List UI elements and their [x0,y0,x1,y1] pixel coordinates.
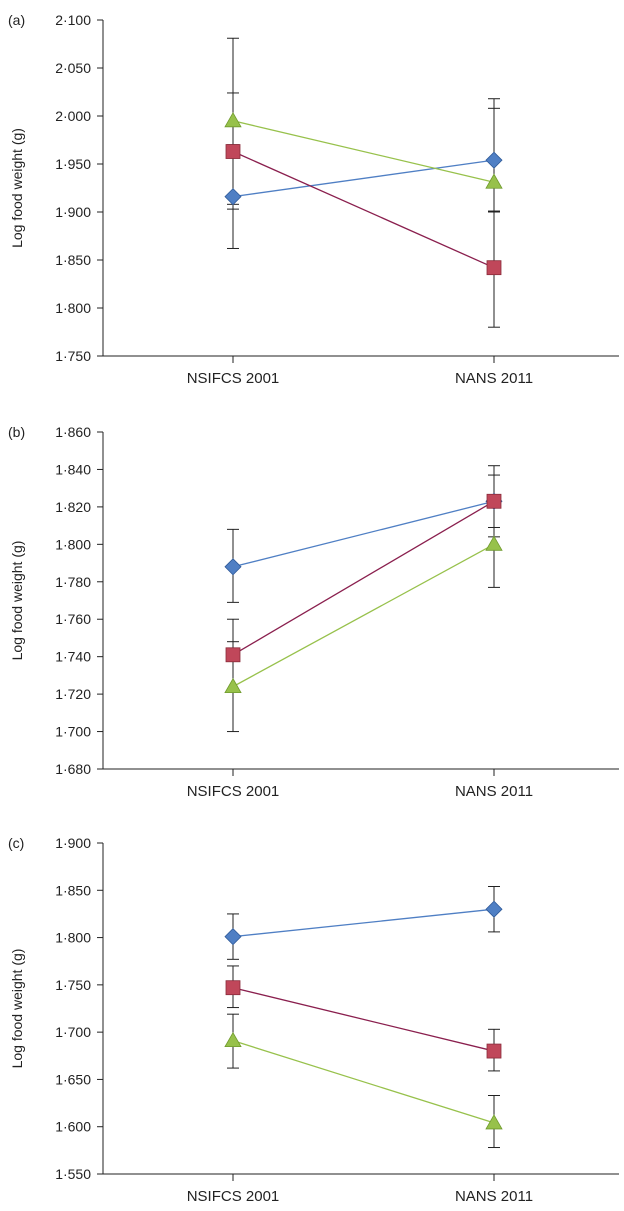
panel-2-series-triangle-point [485,535,503,551]
panel-1-series-square-point [225,144,241,159]
panel-1-y-tick-label: 1·850 [55,252,91,268]
panel-3-series-triangle-line [232,1040,495,1124]
panel-1-x-category-label: NANS 2011 [455,370,533,387]
panel-3-y-tick-label: 1·850 [55,882,91,898]
panel-3-series-square-point [225,980,241,996]
panel-2-series-diamond-line [232,500,495,568]
panel-1-series-square-point [486,260,502,276]
panel-1-y-tick-label: 2·000 [55,108,91,124]
panel-2-x-category-label: NSIFCS 2001 [187,783,280,800]
panel-3-series-triangle-point [224,1031,242,1048]
panel-1-series-diamond-line [232,159,495,198]
panel-2-series-square-line [232,500,495,656]
panel-1-y-tick-label: 1·800 [55,300,91,316]
panel-2-y-tick-label: 1·720 [55,686,91,702]
panel-2-y-tick-label: 1·780 [55,574,91,590]
panel-1-series-square-line [232,150,495,269]
panel-1-y-tick-label: 1·950 [55,156,91,172]
panel-3-y-tick-label: 1·550 [55,1166,91,1182]
panel-1-y-tick-label: 1·750 [55,348,91,364]
panel-3-series-triangle-point [485,1114,503,1130]
panel-2-y-tick-label: 1·740 [55,649,91,665]
panel-1-y-tick-label: 2·100 [55,12,91,28]
panel-2-series-square-point [486,493,502,509]
panel-1-series-diamond-point [224,188,242,206]
panel-2-series-triangle-point [224,677,242,694]
panel-1-series-triangle-point [224,111,242,128]
panel-2-panel-label: (b) [8,424,25,440]
panel-3-series-diamond-point [224,928,242,946]
panel-2-y-tick-label: 1·680 [55,761,91,777]
panel-3-panel-label: (c) [8,835,24,851]
panel-2-y-tick-label: 1·820 [55,499,91,515]
panel-2-y-tick-label: 1·800 [55,536,91,552]
panel-2-x-category-label: NANS 2011 [455,783,533,800]
panel-1-x-category-label: NSIFCS 2001 [187,370,280,387]
panel-1-panel-label: (a) [8,12,25,28]
panel-3-y-tick-label: 1·650 [55,1071,91,1087]
panel-3-series-square-point [486,1043,502,1059]
panel-1-y-tick-label: 1·900 [55,204,91,220]
panel-2-series-triangle-line [232,543,495,688]
panel-2-y-tick-label: 1·760 [55,611,91,627]
panel-3-y-tick-label: 1·750 [55,977,91,993]
panel-3-y-tick-label: 1·900 [55,835,91,851]
panel-1-y-tick-label: 2·050 [55,60,91,76]
panel-3-series-square-line [232,987,495,1052]
panel-3-series-diamond-line [232,908,495,938]
panel-2-series-square-point [225,647,241,663]
panel-3-y-tick-label: 1·700 [55,1024,91,1040]
panel-2-y-tick-label: 1·840 [55,461,91,477]
panel-1-y-axis-label: Log food weight (g) [9,128,25,248]
panel-1-series-triangle-point [485,173,503,189]
panel-2-y-tick-label: 1·700 [55,724,91,740]
panel-3-x-category-label: NANS 2011 [455,1188,533,1205]
panel-3-y-tick-label: 1·800 [55,930,91,946]
panel-3-x-category-label: NSIFCS 2001 [187,1188,280,1205]
panel-3-series-diamond-point [485,900,503,918]
panel-1-series-diamond-point [485,151,503,169]
panel-1-series-triangle-line [232,120,495,183]
panel-3-y-tick-label: 1·600 [55,1119,91,1135]
panel-2-series-diamond-point [224,558,242,576]
panel-2-y-tick-label: 1·860 [55,424,91,440]
panel-2-y-axis-label: Log food weight (g) [9,541,25,661]
panel-3-y-axis-label: Log food weight (g) [9,949,25,1069]
